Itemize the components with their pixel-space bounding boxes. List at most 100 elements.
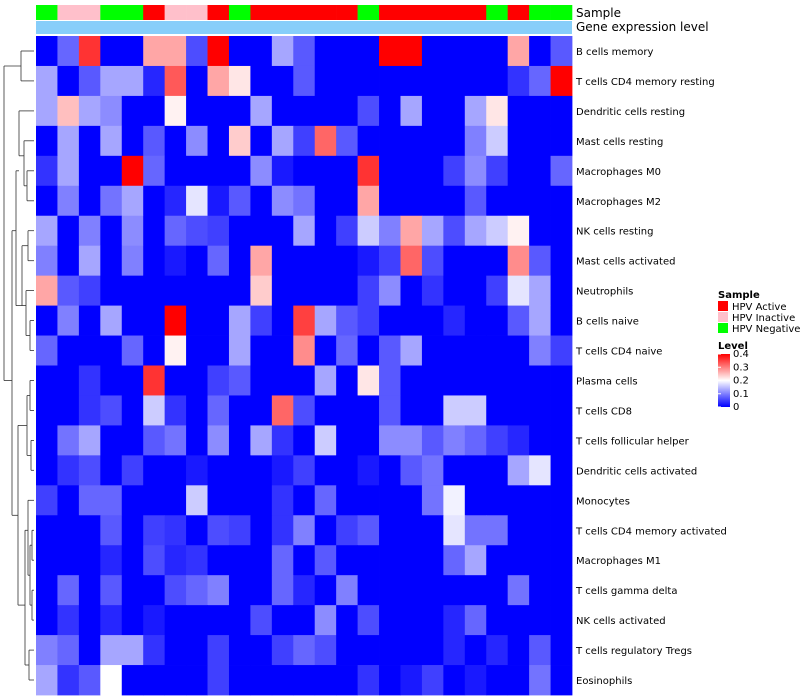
heatmap-cell [57,125,80,157]
heatmap-cell [336,335,358,366]
heatmap-cell [164,155,187,187]
expression-annotation-bar [36,21,572,34]
heatmap-cell [314,425,337,456]
heatmap-cell [228,215,251,247]
heatmap-cell [36,155,58,187]
heatmap-cell [486,455,509,486]
heatmap-cell [486,515,509,546]
heatmap-cell [121,65,144,97]
heatmap-cell [550,365,573,396]
heatmap-cell [250,425,273,456]
heatmap-cell [464,36,487,67]
heatmap-cell [36,635,58,666]
heatmap-cell [186,185,208,217]
heatmap-cell [36,36,58,67]
heatmap-cell [443,36,466,67]
heatmap-cell [250,275,273,306]
heatmap-cell [314,65,337,97]
heatmap-cell [228,425,251,456]
heatmap-cell [336,545,358,576]
heatmap-cell [336,665,358,696]
heatmap-cell [486,635,509,666]
heatmap-cell [78,575,101,606]
heatmap-cell [507,95,530,127]
heatmap-cell [357,305,380,336]
heatmap-cell [464,365,487,396]
heatmap-cell [379,455,401,486]
legend-level-tick-label: 0 [733,402,739,413]
heatmap-cell [250,95,273,127]
heatmap-cell [143,365,166,396]
heatmap-cell [464,395,487,426]
heatmap-cell [421,275,444,306]
heatmap-cell [486,65,509,97]
heatmap-cell [486,275,509,306]
heatmap-cell [186,395,208,426]
heatmap-cell [357,545,380,576]
heatmap-cell [57,605,80,636]
heatmap-cell [507,36,530,67]
heatmap-cell [207,335,230,366]
heatmap-cell [357,515,380,546]
heatmap-cell [100,335,123,366]
heatmap-cell [314,185,337,217]
heatmap-cell [421,245,444,277]
heatmap-cell [379,215,401,247]
heatmap-cell [143,425,166,456]
heatmap-cell [121,245,144,277]
heatmap-cell [357,485,380,516]
sample-annotation-cell [421,5,444,20]
heatmap-cell [336,65,358,97]
heatmap-cell [121,155,144,187]
heatmap-cell [228,335,251,366]
heatmap-cell [121,605,144,636]
heatmap-cell [271,395,294,426]
row-label: NK cells resting [576,227,653,238]
heatmap-cell [357,605,380,636]
heatmap-cell [100,95,123,127]
heatmap-cell [379,395,401,426]
heatmap-cell [379,575,401,606]
heatmap-cell [550,425,573,456]
heatmap-cell [443,665,466,696]
heatmap-cell [507,245,530,277]
row-label: T cells CD4 naive [575,347,662,358]
heatmap-cell [36,485,58,516]
heatmap-cell [57,635,80,666]
heatmap-cell [550,515,573,546]
heatmap-cell [550,215,573,247]
row-label: Eosinophils [576,676,632,687]
heatmap-cell [486,605,509,636]
heatmap-cell [78,455,101,486]
heatmap-cell [186,545,208,576]
heatmap-cell [293,65,316,97]
heatmap-cell [100,305,123,336]
heatmap-cell [400,515,423,546]
heatmap-cell [293,335,316,366]
heatmap-cell [121,515,144,546]
heatmap-cell [314,455,337,486]
heatmap-cell [57,335,80,366]
legend-level: Level 0.4 0.3 0.2 0.1 0 [718,341,749,413]
heatmap-cell [336,305,358,336]
heatmap-cell [57,65,80,97]
heatmap-cell [78,605,101,636]
heatmap-cell [36,605,58,636]
heatmap-cell [421,36,444,67]
heatmap-cell [336,425,358,456]
heatmap-cell [507,365,530,396]
heatmap-cell [336,95,358,127]
heatmap-cell [250,36,273,67]
heatmap-cell [379,155,401,187]
heatmap-cell [314,545,337,576]
heatmap-cell [293,515,316,546]
heatmap-cell [100,455,123,486]
heatmap-cell [207,275,230,306]
heatmap-cell [336,125,358,157]
sample-annotation-cell [36,5,58,20]
heatmap-cell [507,275,530,306]
heatmap-cell [57,245,80,277]
heatmap-cell [186,215,208,247]
heatmap-cell [78,245,101,277]
